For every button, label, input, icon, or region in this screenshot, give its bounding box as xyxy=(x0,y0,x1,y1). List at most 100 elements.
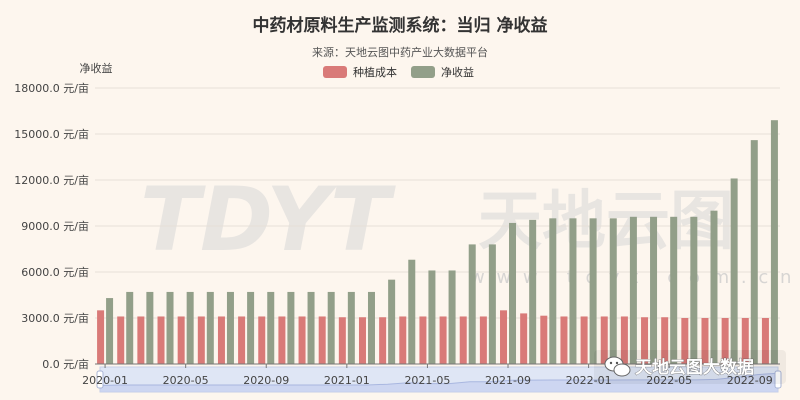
bar-cost xyxy=(540,315,548,364)
bar-net-income xyxy=(226,291,234,364)
badge-background xyxy=(594,350,786,384)
y-tick-label: 3000.0 元/亩 xyxy=(21,311,89,325)
bar-net-income xyxy=(529,219,537,364)
y-tick-label: 12000.0 元/亩 xyxy=(14,173,89,187)
bar-cost xyxy=(439,316,447,364)
data-zoom-slider[interactable] xyxy=(96,366,782,393)
bar-net-income xyxy=(609,218,617,364)
legend-swatch xyxy=(411,66,435,78)
bar-cost xyxy=(177,316,185,364)
bar-cost xyxy=(97,310,105,364)
bar-net-income xyxy=(488,244,496,364)
bar-cost xyxy=(620,316,628,364)
x-tick-label: 2020-01 xyxy=(82,374,128,387)
zoom-preview-area xyxy=(100,373,778,392)
bar-net-income xyxy=(307,291,315,364)
legend-item-net-income[interactable]: 净收益 xyxy=(411,65,474,79)
y-axis-ticks: 0.0 元/亩 3000.0 元/亩 6000.0 元/亩 9000.0 元/亩 120… xyxy=(14,81,89,371)
bar-net-income xyxy=(730,178,738,364)
y-axis-name: 净收益 xyxy=(80,61,113,75)
bars xyxy=(97,120,778,364)
bar-net-income xyxy=(549,218,557,364)
x-tick-label: 2021-01 xyxy=(324,374,370,387)
bar-net-income xyxy=(690,216,698,364)
bar-net-income xyxy=(589,218,597,364)
bar-cost xyxy=(197,316,205,364)
zoom-preview-line xyxy=(99,372,779,386)
x-tick-label: 2021-05 xyxy=(404,374,450,387)
bar-net-income xyxy=(166,291,174,364)
x-tick-label: 2022-05 xyxy=(646,374,692,387)
bar-net-income xyxy=(428,270,436,364)
bar-net-income xyxy=(629,216,637,364)
bar-net-income xyxy=(247,291,255,364)
bar-cost xyxy=(217,316,225,364)
bar-net-income xyxy=(770,120,778,364)
bar-cost xyxy=(318,316,326,364)
bar-cost xyxy=(560,316,568,364)
bar-net-income xyxy=(206,291,214,364)
y-tick-label: 15000.0 元/亩 xyxy=(14,127,89,141)
bar-cost xyxy=(379,317,387,364)
bar-cost xyxy=(681,318,689,364)
bar-cost xyxy=(137,316,145,364)
bar-net-income xyxy=(448,270,456,364)
bar-net-income xyxy=(267,291,275,364)
bar-cost xyxy=(520,313,528,364)
bar-cost xyxy=(580,316,588,364)
bar-cost xyxy=(661,317,669,364)
y-tick-label: 0.0 元/亩 xyxy=(42,357,89,371)
bar-cost xyxy=(600,316,608,364)
legend-item-cost[interactable]: 种植成本 xyxy=(323,65,397,79)
chart-subtitle: 来源：天地云图中药产业大数据平台 xyxy=(312,45,488,59)
x-axis-ticks: 2020-01 2020-05 2020-09 2021-01 2021-05 2021-… xyxy=(82,364,773,387)
x-tick-label: 2021-09 xyxy=(485,374,531,387)
bar-net-income xyxy=(287,291,295,364)
bar-net-income xyxy=(126,291,134,364)
bar-cost xyxy=(399,316,407,364)
bar-net-income xyxy=(509,222,517,364)
bar-cost xyxy=(358,317,366,364)
bar-net-income xyxy=(468,244,476,364)
bar-net-income xyxy=(569,218,577,364)
wechat-icon xyxy=(604,356,631,377)
bar-cost xyxy=(338,317,346,364)
bar-net-income xyxy=(106,298,114,364)
legend-label: 种植成本 xyxy=(353,65,397,79)
bar-net-income xyxy=(327,291,335,364)
bar-net-income xyxy=(186,291,194,364)
x-tick-label: 2020-05 xyxy=(163,374,209,387)
chart-title: 中药材原料生产监测系统：当归 净收益 xyxy=(253,15,548,36)
bar-cost xyxy=(278,316,286,364)
y-tick-label: 9000.0 元/亩 xyxy=(21,219,89,233)
bar-net-income xyxy=(670,216,678,364)
watermark-logo-text: TDYT xyxy=(140,168,396,271)
bar-net-income xyxy=(388,279,396,364)
bar-cost xyxy=(298,316,306,364)
bar-cost xyxy=(761,318,769,364)
zoom-handle-left[interactable] xyxy=(96,370,104,389)
x-tick-label: 2022-01 xyxy=(566,374,612,387)
bar-cost xyxy=(459,316,467,364)
bar-cost xyxy=(117,316,125,364)
bar-cost xyxy=(641,317,649,364)
bar-net-income xyxy=(347,291,355,364)
bar-cost xyxy=(701,318,709,364)
bar-cost xyxy=(258,316,266,364)
bar-net-income xyxy=(710,210,718,364)
legend-label: 净收益 xyxy=(441,65,474,79)
bar-cost xyxy=(500,310,508,364)
bar-net-income xyxy=(750,140,758,364)
bar-net-income xyxy=(408,259,416,364)
x-tick-label: 2020-09 xyxy=(243,374,289,387)
bar-cost xyxy=(419,316,427,364)
wechat-badge: 天地云图大数据 xyxy=(594,350,786,384)
legend[interactable]: 种植成本 净收益 xyxy=(323,65,474,79)
bar-net-income xyxy=(146,291,154,364)
x-tick-label: 2022-09 xyxy=(727,374,773,387)
y-tick-label: 18000.0 元/亩 xyxy=(14,81,89,95)
grid-lines xyxy=(95,87,780,365)
zoom-handle-right[interactable] xyxy=(774,370,782,389)
